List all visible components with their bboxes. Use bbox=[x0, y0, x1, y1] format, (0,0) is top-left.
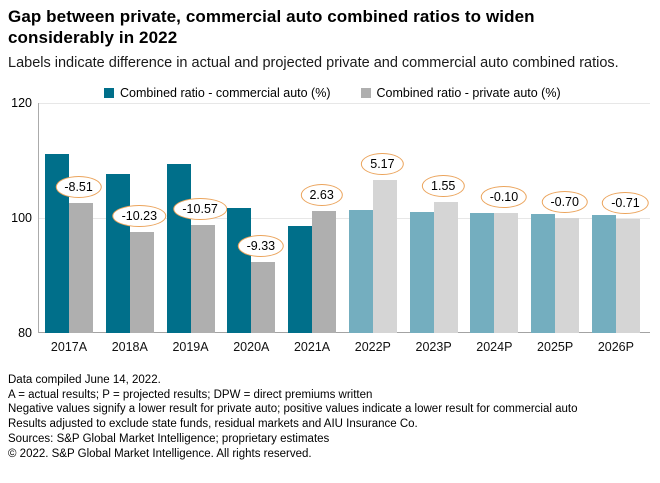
diff-label-2025P: -0.70 bbox=[541, 191, 588, 213]
diff-label-2018A: -10.23 bbox=[112, 205, 167, 228]
commercial-bar-2019A bbox=[166, 163, 191, 333]
private-bar-2019A bbox=[190, 224, 215, 333]
bar-group-2020A: -9.33 2020A bbox=[227, 103, 285, 354]
footnote-abbreviations: A = actual results; P = projected result… bbox=[8, 388, 373, 401]
gridline-100 bbox=[39, 218, 650, 219]
commercial-bar-2025P bbox=[531, 213, 556, 333]
private-bar-2020A bbox=[251, 261, 276, 333]
y-tick-120: 120 bbox=[11, 96, 32, 110]
private-bar-2025P bbox=[555, 218, 580, 333]
commercial-bar-2022P bbox=[348, 209, 373, 333]
y-tick-80: 80 bbox=[18, 326, 32, 340]
legend-item-private: Combined ratio - private auto (%) bbox=[360, 86, 561, 100]
x-label-2022P: 2022P bbox=[354, 340, 391, 354]
diff-label-2017A: -8.51 bbox=[55, 176, 102, 199]
legend: Combined ratio - commercial auto (%) Com… bbox=[104, 86, 650, 100]
x-label-2025P: 2025P bbox=[537, 340, 574, 354]
private-bar-2021A bbox=[312, 211, 337, 333]
bar-group-2018A: -10.23 2018A bbox=[105, 103, 167, 354]
commercial-bar-2023P bbox=[409, 211, 434, 333]
page-title: Gap between private, commercial auto com… bbox=[8, 7, 535, 48]
diff-label-2023P: 1.55 bbox=[422, 175, 465, 198]
bar-group-2026P: -0.71 2026P bbox=[591, 103, 649, 354]
footnote-sources: Sources: S&P Global Market Intelligence;… bbox=[8, 432, 330, 445]
y-tick-100: 100 bbox=[11, 211, 32, 225]
legend-item-commercial: Combined ratio - commercial auto (%) bbox=[104, 86, 331, 100]
footnote-copyright: © 2022. S&P Global Market Intelligence. … bbox=[8, 447, 312, 460]
commercial-swatch-icon bbox=[104, 88, 114, 98]
diff-label-2022P: 5.17 bbox=[361, 153, 404, 176]
bar-group-2021A: 2.63 2021A bbox=[288, 103, 343, 354]
x-label-2018A: 2018A bbox=[111, 340, 148, 354]
legend-label-commercial: Combined ratio - commercial auto (%) bbox=[120, 86, 331, 100]
footnote-adjustments: Results adjusted to exclude state funds,… bbox=[8, 418, 418, 431]
private-bar-2017A bbox=[69, 203, 93, 333]
bar-group-2017A: -8.51 2017A bbox=[45, 103, 102, 354]
footnote-compiled: Data compiled June 14, 2022. bbox=[8, 374, 161, 386]
x-axis-line bbox=[39, 332, 650, 333]
commercial-bar-2018A bbox=[105, 173, 130, 333]
diff-label-2020A: -9.33 bbox=[237, 234, 285, 257]
legend-label-private: Combined ratio - private auto (%) bbox=[376, 86, 561, 100]
footnotes: Data compiled June 14, 2022. A = actual … bbox=[8, 373, 650, 461]
plot-area: -8.51 2017A -10.23 2018A -10.57 2019A -9.33 202… bbox=[38, 103, 650, 354]
commercial-bar-2024P bbox=[470, 212, 495, 333]
bar-group-2019A: -10.57 2019A bbox=[166, 103, 227, 354]
x-label-2023P: 2023P bbox=[415, 340, 452, 354]
private-bar-2018A bbox=[129, 232, 154, 333]
private-bar-2023P bbox=[433, 202, 458, 333]
bar-group-2022P: 5.17 2022P bbox=[348, 103, 404, 354]
chart-page: Gap between private, commercial auto com… bbox=[8, 7, 650, 461]
commercial-bar-2021A bbox=[288, 226, 313, 333]
bar-group-2024P: -0.10 2024P bbox=[470, 103, 528, 354]
private-swatch-icon bbox=[360, 88, 371, 98]
x-label-2020A: 2020A bbox=[233, 340, 270, 354]
x-label-2024P: 2024P bbox=[476, 340, 513, 354]
diff-label-2019A: -10.57 bbox=[173, 197, 227, 220]
private-bar-2026P bbox=[615, 219, 640, 333]
commercial-bar-2026P bbox=[591, 215, 616, 333]
diff-label-2021A: 2.63 bbox=[300, 184, 343, 207]
footnote-sign-convention: Negative values signify a lower result f… bbox=[8, 403, 578, 416]
y-axis: 120 100 80 bbox=[8, 96, 38, 340]
bar-group-2025P: -0.70 2025P bbox=[531, 103, 588, 354]
private-bar-2024P bbox=[494, 213, 519, 333]
commercial-bar-2020A bbox=[227, 208, 252, 333]
x-label-2026P: 2026P bbox=[597, 340, 634, 354]
x-label-2021A: 2021A bbox=[293, 340, 331, 354]
diff-label-2026P: -0.71 bbox=[602, 192, 649, 215]
page-subtitle: Labels indicate difference in actual and… bbox=[8, 55, 619, 72]
private-bar-2022P bbox=[372, 180, 397, 333]
bar-group-2023P: 1.55 2023P bbox=[409, 103, 465, 354]
gridline-120 bbox=[39, 103, 650, 104]
bar-chart: 120 100 80 -8.51 2017A -10.23 2018A -10.57 20… bbox=[8, 96, 650, 354]
diff-label-2024P: -0.10 bbox=[480, 186, 528, 209]
x-label-2019A: 2019A bbox=[172, 340, 209, 354]
x-label-2017A: 2017A bbox=[50, 340, 88, 354]
